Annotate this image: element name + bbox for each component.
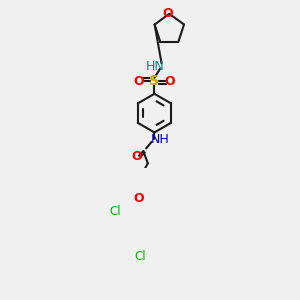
Text: Cl: Cl (109, 205, 121, 218)
Text: S: S (149, 74, 159, 88)
Text: O: O (164, 75, 175, 88)
Text: O: O (134, 75, 144, 88)
Text: HN: HN (146, 60, 165, 73)
Text: O: O (162, 7, 173, 20)
Text: NH: NH (151, 133, 169, 146)
Text: Cl: Cl (135, 250, 146, 262)
Text: O: O (131, 150, 142, 163)
Text: O: O (134, 192, 144, 205)
